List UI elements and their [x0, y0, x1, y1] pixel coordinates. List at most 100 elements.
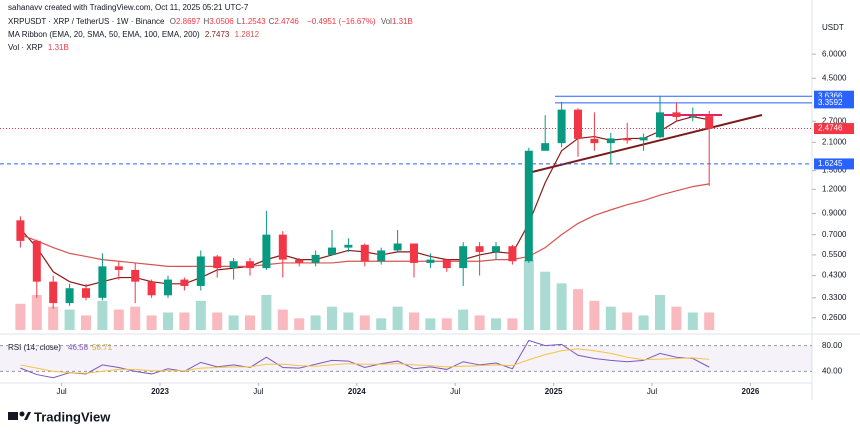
volume-bar	[589, 300, 600, 330]
y-tick-label: 0.4300	[822, 271, 847, 280]
ohlc-value: 3.0506	[209, 17, 234, 26]
y-tick-label: 0.7000	[822, 230, 847, 239]
price-label-box	[814, 158, 854, 170]
y-tick-label: 2.7000	[822, 116, 847, 125]
y-tick-label: 1.2000	[822, 184, 847, 193]
volume-bar	[48, 306, 59, 330]
vol-line: Vol · XRP 1.31B	[8, 43, 72, 52]
credit: sahanavv created with TradingView.com, O…	[8, 3, 249, 12]
volume-bar	[441, 318, 452, 330]
brand: TradingView	[34, 409, 111, 424]
ma-value: 2.7473	[204, 30, 230, 39]
x-tick-label: Jul	[253, 387, 263, 396]
price-label-box	[814, 97, 854, 109]
ohlc-value: 2.8697	[175, 17, 201, 26]
volume-bar	[622, 312, 633, 330]
y-tick-label: 0.5500	[822, 250, 847, 259]
volume-bar	[261, 295, 272, 330]
volume-bar	[540, 271, 551, 330]
volume-bar	[343, 312, 354, 330]
candle-body	[278, 234, 287, 260]
candle-body	[32, 240, 41, 282]
volume-bar	[359, 315, 370, 330]
volume-bar	[523, 260, 534, 330]
candle-body	[328, 247, 336, 255]
candle-body	[262, 234, 271, 269]
price-label-box	[814, 123, 854, 135]
volume-bar	[64, 309, 75, 330]
volume-bar	[556, 283, 567, 330]
candle-body	[475, 246, 484, 252]
rsi-value: 46.58	[68, 343, 89, 352]
symbol-line: XRPUSDT · XRP / TetherUS · 1W · Binance …	[8, 17, 416, 26]
currency: USDT	[822, 23, 844, 32]
x-tick-label: 2025	[545, 387, 563, 396]
y-tick-label: 0.3300	[822, 293, 847, 302]
y-tick-label: 4.5000	[822, 73, 847, 82]
price-label: 2.4746	[818, 124, 843, 133]
volume-bar	[687, 312, 698, 330]
candle-body	[213, 256, 222, 269]
ohlc-label: L	[236, 17, 242, 26]
candle-body	[360, 244, 369, 262]
candle-body	[65, 288, 74, 304]
x-tick-label: 2026	[742, 387, 760, 396]
candle-body	[672, 112, 681, 117]
volume-bar	[671, 306, 682, 330]
volume-bar	[638, 315, 649, 330]
volume-bar	[458, 309, 469, 330]
volume-bar	[130, 306, 141, 330]
candle-body	[180, 279, 189, 286]
logo	[8, 411, 31, 420]
candle-body	[508, 246, 517, 262]
candle-body	[705, 116, 714, 129]
volume-bar	[81, 315, 91, 330]
volume-bar	[425, 318, 436, 330]
rsi-ma-line	[20, 348, 710, 374]
candle-body	[164, 279, 172, 296]
candle-body	[459, 246, 468, 269]
x-tick-label: Jul	[647, 387, 657, 396]
candle-body	[524, 150, 533, 262]
volume-bar	[327, 306, 337, 330]
x-tick-label: Jul	[450, 387, 460, 396]
rsi-tick-label: 80.00	[822, 341, 843, 350]
x-tick-label: 2024	[348, 387, 366, 396]
candle-body	[574, 109, 582, 139]
price-label: 3.3592	[818, 98, 843, 107]
candle-body	[393, 243, 402, 251]
candle-body	[98, 266, 107, 298]
volume-bar	[245, 315, 255, 330]
volume-bar	[491, 318, 501, 330]
volume-bar	[163, 312, 173, 330]
volume-bar	[179, 312, 190, 330]
candle-body	[295, 259, 304, 263]
ohlc-value: 1.2543	[241, 17, 266, 26]
candle-body	[147, 281, 156, 296]
ma-line: MA Ribbon (EMA, 20, SMA, 50, EMA, 100, E…	[8, 30, 262, 39]
volume-bar	[605, 306, 616, 330]
candle-body	[410, 243, 418, 263]
candle-body	[590, 138, 599, 144]
volume-bar	[474, 315, 485, 330]
volume-bar	[97, 300, 108, 330]
candle-body	[492, 246, 500, 252]
y-tick-label: 0.9000	[822, 209, 847, 218]
candle-body	[377, 250, 386, 262]
ma-value: 1.2812	[234, 30, 260, 39]
vol-title: Vol · XRP	[8, 43, 43, 52]
candle-body	[82, 288, 90, 298]
candle-body	[311, 254, 320, 263]
rsi-line	[20, 339, 710, 379]
ma-title: MA Ribbon (EMA, 20, SMA, 50, EMA, 100, E…	[8, 30, 200, 39]
change: −0.4951 (−16.67%)	[307, 17, 376, 26]
vol-value: 1.31B	[391, 17, 413, 26]
candle-body	[557, 109, 566, 144]
volume-bar	[704, 312, 715, 330]
vol-label: Vol	[380, 17, 392, 26]
candle-body	[229, 261, 238, 269]
volume-bar	[376, 318, 387, 330]
y-tick-label: 6.0000	[822, 49, 847, 58]
volume-bar	[113, 309, 124, 330]
